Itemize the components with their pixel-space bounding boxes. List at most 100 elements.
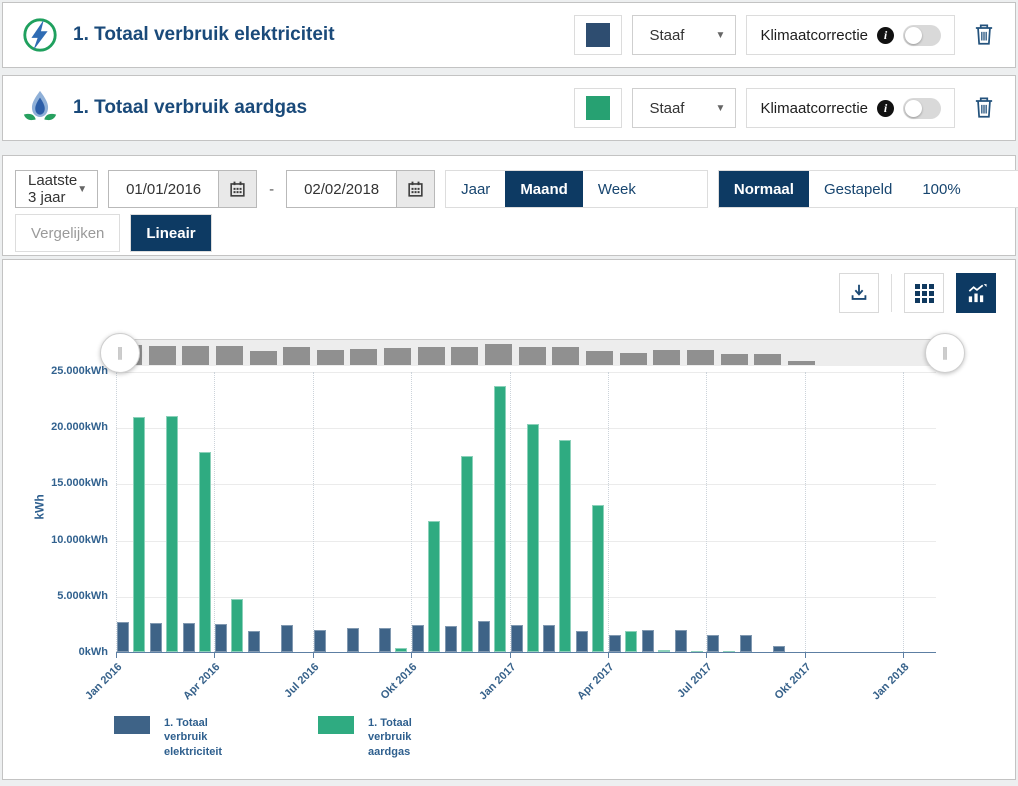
range-handle-icon[interactable]: ∥ <box>100 333 140 373</box>
navigator-bar <box>653 350 681 365</box>
period-button-week[interactable]: Week <box>582 171 651 207</box>
date-to-input[interactable] <box>287 171 397 207</box>
navigator-bar <box>148 346 176 365</box>
series-color-button-gas[interactable] <box>574 88 623 128</box>
bar-electricity <box>215 624 228 652</box>
gridline-vertical <box>706 372 708 652</box>
y-axis-title: kWh <box>32 494 47 520</box>
navigator-bar <box>215 346 243 365</box>
bar-gas <box>690 651 703 652</box>
bar-gas <box>723 651 736 652</box>
navigator-bar <box>417 347 445 365</box>
legend-item[interactable]: 1. Totaal verbruik aardgas <box>318 716 450 759</box>
panel-title-electricity: 1. Totaal verbruik elektriciteit <box>73 24 335 45</box>
navigator-bar <box>518 347 546 365</box>
toggle-knob <box>905 99 922 117</box>
date-from-input[interactable] <box>109 171 219 207</box>
x-axis-tick <box>509 653 511 658</box>
climate-correction-group: Klimaatcorrectie i <box>746 88 955 128</box>
bar-electricity <box>182 623 195 652</box>
info-icon[interactable]: i <box>877 99 894 117</box>
bar-electricity <box>477 621 490 652</box>
gridline-horizontal <box>116 540 936 542</box>
period-button-maand[interactable]: Maand <box>505 171 583 207</box>
y-tick-label: 15.000kWh <box>51 477 108 490</box>
x-axis-tick <box>903 653 905 658</box>
bar-electricity <box>379 627 392 652</box>
range-preset-value: Laatste 3 jaar <box>28 172 78 206</box>
legend-label: 1. Totaal verbruik aardgas <box>368 717 412 758</box>
chart-toolbar: Laatste 3 jaar ▼ - <box>2 155 1018 256</box>
x-axis-tick <box>411 653 413 658</box>
bar-electricity <box>412 625 425 652</box>
climate-correction-toggle[interactable] <box>903 97 941 119</box>
navigator-bar <box>686 350 714 365</box>
date-range-separator: - <box>269 180 275 198</box>
bar-electricity <box>248 630 261 652</box>
bar-gas <box>526 423 539 652</box>
bar-electricity <box>445 625 457 652</box>
stack-button-group: Normaal Gestapeld 100% <box>717 170 1018 208</box>
climate-correction-label: Klimaatcorrectie <box>760 26 868 44</box>
stack-button-normaal[interactable]: Normaal <box>718 171 809 207</box>
gridline-vertical <box>312 372 314 652</box>
gridline-vertical <box>608 372 609 652</box>
legend-item[interactable]: 1. Totaal verbruik elektriciteit <box>114 716 246 759</box>
download-icon[interactable] <box>839 273 879 313</box>
period-button-jaar[interactable]: Jaar <box>446 171 506 207</box>
gridline-horizontal <box>116 596 936 598</box>
y-tick-label: 10.000kWh <box>51 533 108 546</box>
dropdown-caret-icon: ▼ <box>715 29 726 41</box>
range-handle-icon[interactable]: ∥ <box>925 333 965 373</box>
navigator-bar <box>585 351 613 365</box>
panel-controls: Staaf ▼ Klimaatcorrectie i <box>574 15 997 55</box>
trash-icon[interactable] <box>971 94 997 123</box>
x-axis-tick <box>706 653 708 658</box>
bar-gas <box>461 456 473 652</box>
gridline-horizontal <box>116 428 936 430</box>
calendar-icon[interactable] <box>218 171 257 207</box>
range-navigator[interactable]: ∥ ∥ <box>100 333 965 373</box>
toggle-knob <box>905 26 922 44</box>
grid-glyph <box>914 283 934 303</box>
stack-button-100[interactable]: 100% <box>907 171 976 207</box>
navigator-bar <box>787 361 815 365</box>
gas-icon <box>21 89 59 127</box>
stack-button-gestapeld[interactable]: Gestapeld <box>808 171 908 207</box>
gas-color-swatch <box>586 96 611 120</box>
panel-title-gas: 1. Totaal verbruik aardgas <box>73 97 308 118</box>
gridline-horizontal <box>116 484 936 486</box>
calendar-icon[interactable] <box>396 171 435 207</box>
plot-area: 0kWh 5.000kWh 10.000kWh 15.000kWh 20.000kWh 2… <box>51 365 936 702</box>
navigator-bar <box>552 347 580 365</box>
dropdown-caret-icon: ▼ <box>715 102 726 114</box>
electricity-icon <box>21 16 59 54</box>
bar-gas <box>165 415 178 652</box>
compare-button[interactable]: Vergelijken <box>15 214 121 252</box>
navigator-bar <box>485 344 513 365</box>
x-tick-label: Jul 2017 <box>675 661 715 701</box>
series-color-button-electricity[interactable] <box>574 15 623 55</box>
gridline-horizontal <box>116 372 936 373</box>
chart-type-select-electricity[interactable]: Staaf ▼ <box>632 15 737 55</box>
bar-electricity <box>740 635 753 652</box>
y-tick-label: 20.000kWh <box>51 421 108 434</box>
bar-electricity <box>674 629 687 652</box>
chart-type-select-gas[interactable]: Staaf ▼ <box>632 88 737 128</box>
scale-linear-button[interactable]: Lineair <box>130 214 212 252</box>
climate-correction-toggle[interactable] <box>903 24 941 46</box>
date-to-group <box>286 170 436 208</box>
bar-electricity <box>543 625 556 652</box>
range-preset-select[interactable]: Laatste 3 jaar ▼ <box>15 170 99 208</box>
trash-icon[interactable] <box>971 21 997 50</box>
bar-gas <box>592 504 605 652</box>
table-view-icon[interactable] <box>904 273 944 313</box>
y-tick-label: 5.000kWh <box>57 589 108 602</box>
bar-gas <box>559 439 572 652</box>
bar-electricity <box>609 634 621 652</box>
chart-panel: ∥ ∥ kWh 0kWh 5.000kWh 10.000kWh 15.000kWh 20… <box>2 259 1016 780</box>
y-tick-label: 0kWh <box>78 646 108 658</box>
bar-electricity <box>149 623 162 652</box>
chart-view-icon[interactable] <box>956 273 996 313</box>
info-icon[interactable]: i <box>877 26 894 44</box>
